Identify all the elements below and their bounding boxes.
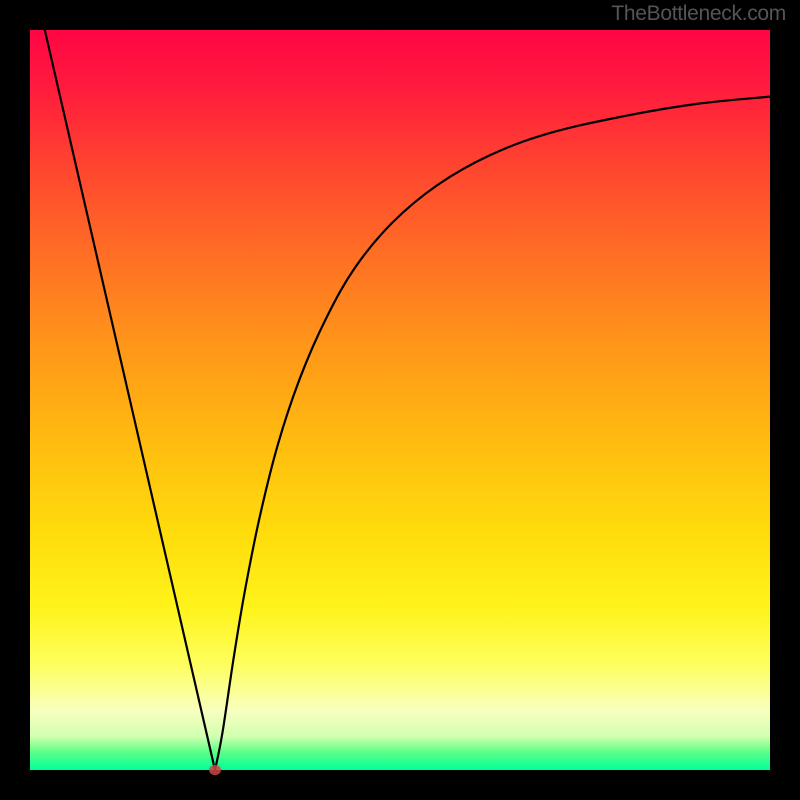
- watermark-text: TheBottleneck.com: [611, 2, 786, 26]
- chart-svg: [0, 0, 800, 800]
- plot-background: [30, 30, 770, 770]
- optimum-marker: [209, 765, 221, 775]
- bottleneck-chart: TheBottleneck.com: [0, 0, 800, 800]
